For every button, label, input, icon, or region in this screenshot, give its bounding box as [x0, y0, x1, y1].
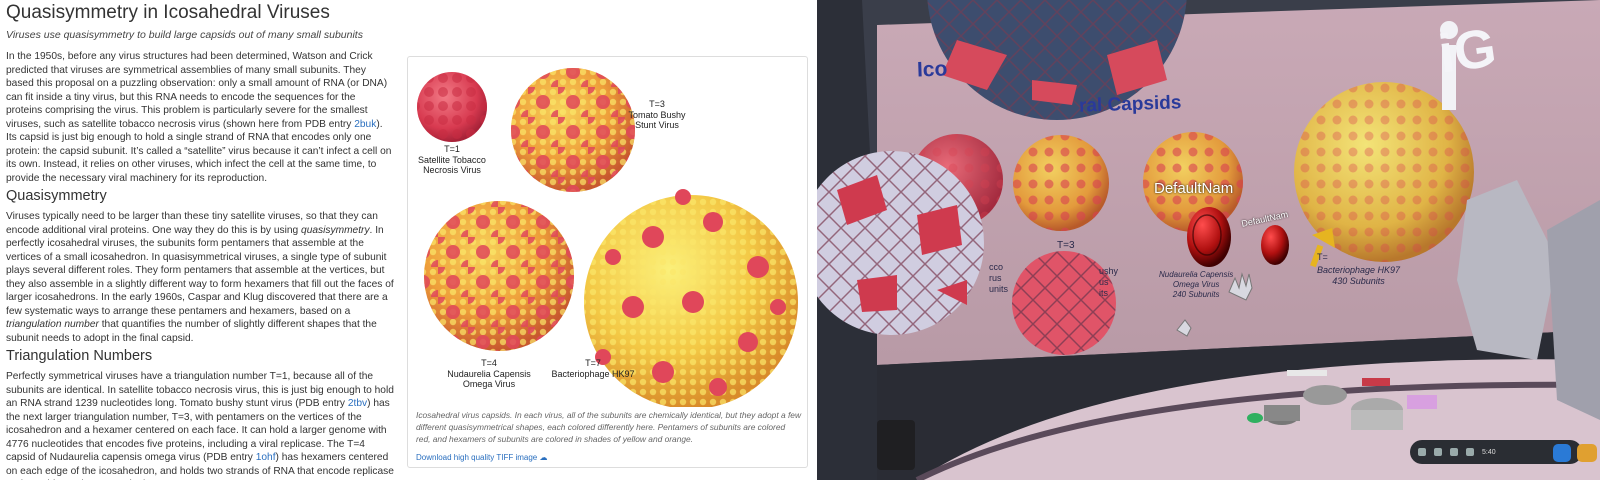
triangulation-paragraph: Perfectly symmetrical viruses have a tri…: [6, 371, 394, 480]
logo-text: iG: [1435, 17, 1500, 85]
pdb-link-1ohf[interactable]: 1ohf: [255, 452, 276, 464]
vr-rock-right: [1457, 180, 1557, 360]
page-title: Quasisymmetry in Icosahedral Viruses: [6, 2, 330, 23]
poster-label-t3: T=3: [1057, 240, 1075, 251]
avatar-head-1[interactable]: [1187, 207, 1231, 267]
avatar-head-2[interactable]: [1261, 225, 1289, 265]
app-library-button[interactable]: [1577, 444, 1597, 462]
section-heading-quasisymmetry: Quasisymmetry: [6, 188, 107, 205]
label-t1: T=1 Satellite Tobacco Necrosis Virus: [418, 144, 486, 175]
download-tiff-link[interactable]: Download high quality TIFF image ☁: [416, 453, 548, 462]
article-panel: Quasisymmetry in Icosahedral Viruses Vir…: [6, 2, 808, 480]
poster-label-t7-short: T=: [1317, 252, 1328, 262]
wifi-icon: [1450, 448, 1458, 456]
virus-capsid-illustration: [417, 68, 798, 407]
poster-title-right: ral Capsids: [1078, 92, 1182, 117]
igem-logo-sign: [1440, 21, 1458, 110]
intro-paragraph: In the 1950s, before any virus structure…: [6, 51, 392, 184]
section-heading-triangulation: Triangulation Numbers: [6, 348, 153, 365]
poster-label-t7: Bacteriophage HK97 430 Subunits: [1317, 265, 1401, 286]
avatar-hand-icon: [1176, 272, 1253, 337]
poster-label-t4: Nudaurelia Capensis Omega Virus 240 Subu…: [1159, 270, 1234, 299]
battery-icon: [1466, 448, 1474, 456]
pdb-link-2tbv[interactable]: 2tbv: [347, 398, 368, 410]
speaker-icon: [877, 420, 915, 470]
article-body: In the 1950s, before any virus structure…: [6, 50, 394, 480]
desk-controls[interactable]: [1247, 370, 1437, 430]
label-t3: T=3 Tomato Bushy Stunt Virus: [628, 99, 686, 130]
poster-title-left: Ico: [916, 57, 948, 82]
label-t7: T=7 Bacteriophage HK97: [551, 358, 635, 379]
virus-figure: T=1 Satellite Tobacco Necrosis Virus T=3…: [407, 56, 808, 468]
poster-label-left-frag: cco rus units: [989, 262, 1009, 294]
vr-viewport[interactable]: Ico ral Capsids iG T=3 cco rus units ush…: [817, 0, 1600, 480]
notification-icon[interactable]: [1434, 448, 1442, 456]
poster-label-t3-frag: ushy us its: [1099, 266, 1119, 298]
avatar-name-1: DefaultNam: [1154, 180, 1234, 197]
figure-caption: Icosahedral virus capsids. In each virus…: [416, 410, 801, 444]
clock-time: 5:40: [1482, 448, 1496, 456]
laser-pointer-icon: [1310, 228, 1335, 268]
vr-scene: [817, 0, 1600, 480]
label-t4: T=4 Nudaurelia Capensis Omega Virus: [447, 358, 531, 389]
quick-settings-button[interactable]: [1553, 444, 1571, 462]
download-cloud-icon[interactable]: ☁: [539, 453, 548, 462]
user-avatar-icon[interactable]: [1418, 448, 1426, 456]
pdb-link-2buk[interactable]: 2buk: [354, 118, 377, 130]
quasisymmetry-paragraph: Viruses typically need to be larger than…: [6, 211, 394, 344]
page-subtitle: Viruses use quasisymmetry to build large…: [6, 29, 363, 41]
